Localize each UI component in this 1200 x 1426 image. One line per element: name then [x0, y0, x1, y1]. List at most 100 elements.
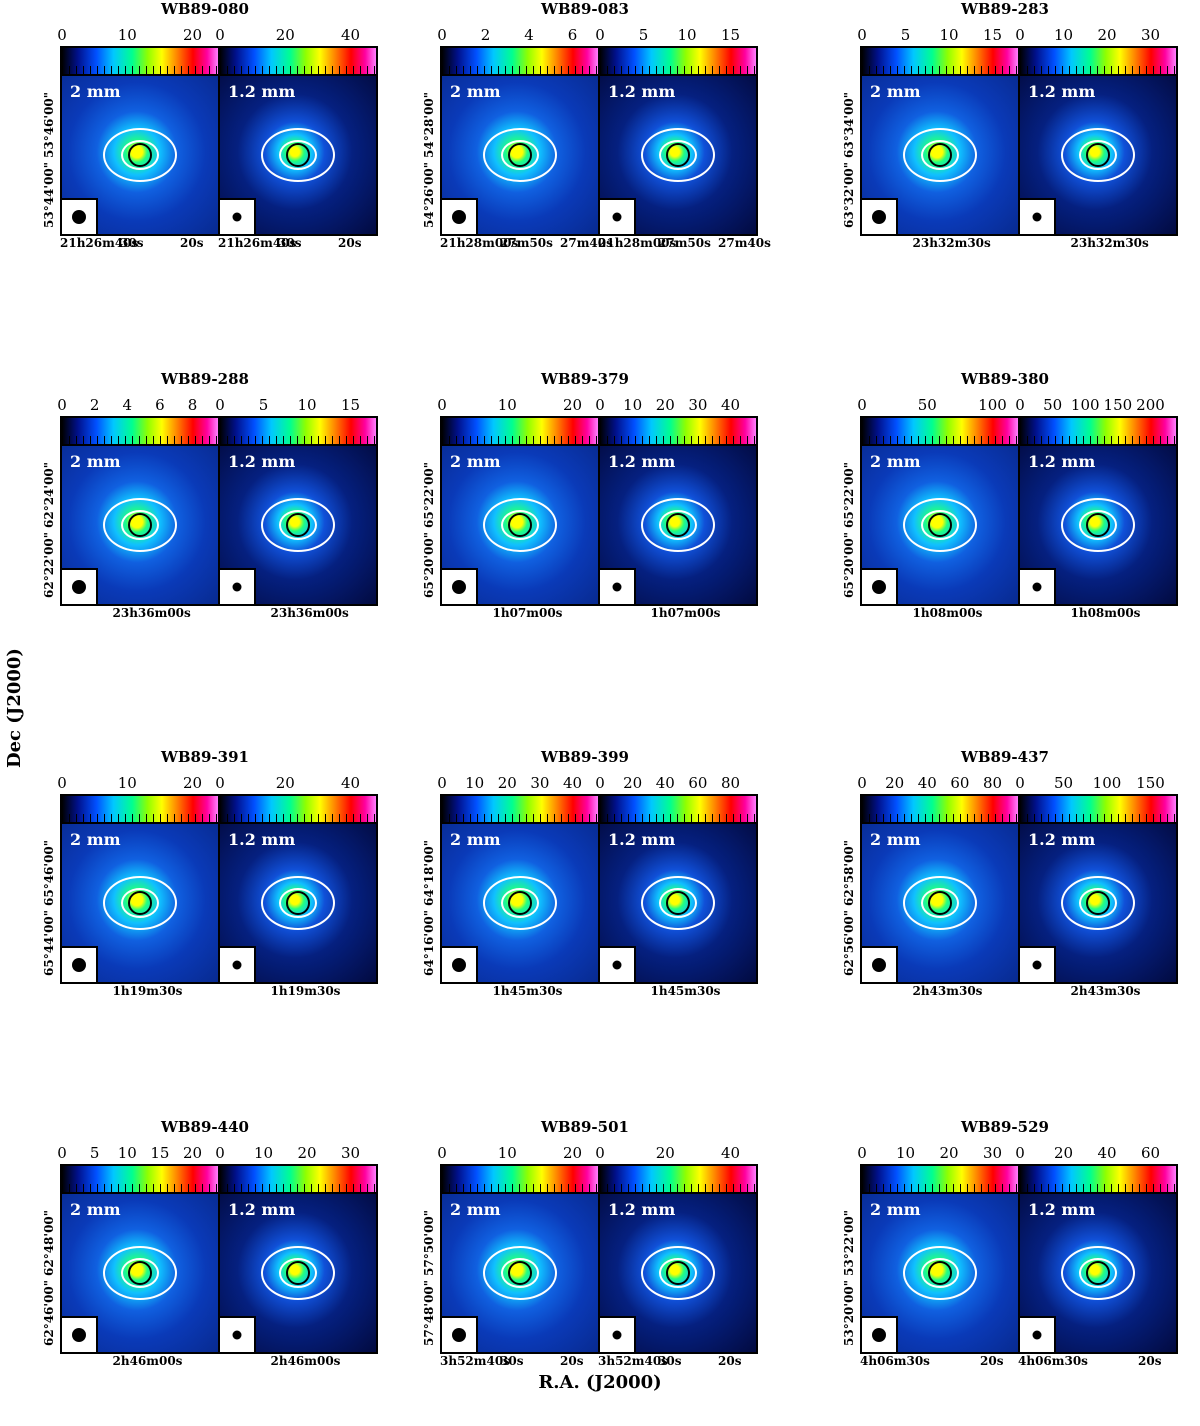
- ra-tick-label: 20s: [980, 1354, 1004, 1368]
- source-circle: [286, 513, 310, 537]
- wavelength-label: 1.2 mm: [1028, 452, 1096, 471]
- beam-ellipse: [612, 1330, 622, 1340]
- beam-ellipse: [872, 1328, 886, 1342]
- colorbar: [598, 46, 758, 76]
- map-panel: 2 mm: [60, 1192, 220, 1354]
- ra-tick-label: 20s: [1138, 1354, 1162, 1368]
- colorbar-tick-label: 50: [1043, 396, 1063, 414]
- ra-tick-label: 1h19m30s: [270, 984, 341, 998]
- source-circle: [928, 513, 952, 537]
- beam-box: [1020, 198, 1056, 234]
- dec-tick-label: 63°32'00": [842, 161, 856, 228]
- contour-inner: [501, 140, 539, 170]
- source-circle: [508, 1261, 532, 1285]
- dec-tick-label: 62°46'00": [42, 1279, 56, 1346]
- map-panel: 2 mm: [860, 74, 1020, 236]
- colorbar-tick-label: 100: [978, 396, 1007, 414]
- beam-ellipse: [72, 1328, 86, 1342]
- map-panel: 2 mm: [440, 74, 600, 236]
- colorbar-ticks: [62, 436, 218, 444]
- ra-tick-label: 21h26m40s: [60, 236, 139, 250]
- colorbar-tick-label: 50: [917, 396, 937, 414]
- colorbar-tick-label: 20: [655, 396, 675, 414]
- wavelength-label: 1.2 mm: [608, 82, 676, 101]
- colorbar: [598, 416, 758, 446]
- colorbar: [440, 1164, 600, 1194]
- colorbar-ticks: [62, 66, 218, 74]
- contour-inner: [659, 888, 697, 918]
- colorbar-tick-label: 10: [677, 26, 697, 44]
- ra-tick-label: 23h32m30s: [1070, 236, 1149, 250]
- colorbar-tick-label: 5: [89, 1144, 100, 1162]
- wavelength-label: 1.2 mm: [228, 452, 296, 471]
- source-group: WB89-440 0 5 10 15 20 2 mm 2h46m00s 0 10 20 30 1.2 m…: [40, 1118, 378, 1426]
- ra-tick-label: 30s: [120, 236, 144, 250]
- beam-ellipse: [232, 212, 242, 222]
- colorbar-ticks: [62, 1184, 218, 1192]
- colorbar-tick-label: 60: [688, 774, 708, 792]
- beam-ellipse: [72, 210, 86, 224]
- beam-box: [442, 946, 478, 982]
- colorbar-tick-label: 20: [1053, 1144, 1074, 1162]
- dec-tick-label: 65°20'00": [422, 531, 436, 598]
- map-panel: 2 mm: [60, 74, 220, 236]
- source-group: WB89-501 0 10 20 2 mm 3h52m40s 30s 20s 0 20 40 1.2 …: [420, 1118, 758, 1426]
- contour-outer: [483, 1246, 557, 1300]
- source-circle: [286, 143, 310, 167]
- beam-box: [862, 1316, 898, 1352]
- wavelength-label: 2 mm: [870, 82, 921, 101]
- colorbar-tick-label: 200: [1136, 396, 1165, 414]
- dec-tick-label: 63°34'00": [842, 91, 856, 158]
- wavelength-label: 2 mm: [450, 452, 501, 471]
- wavelength-label: 2 mm: [70, 1200, 121, 1219]
- colorbar-ticks: [62, 814, 218, 822]
- source-circle: [128, 1261, 152, 1285]
- ra-tick-label: 30s: [658, 1354, 682, 1368]
- source-group: WB89-380 0 50 100 2 mm 1h08m00s 0 50 100 150 200 1.…: [840, 370, 1178, 678]
- beam-box: [1020, 1316, 1056, 1352]
- source-title: WB89-501: [541, 1118, 629, 1136]
- wavelength-label: 2 mm: [70, 830, 121, 849]
- contour-inner: [659, 1258, 697, 1288]
- source-group: WB89-080 0 10 20 2 mm 21h26m40s 30s 20s 0 20 40 1.2…: [40, 0, 378, 308]
- dec-tick-label: 57°48'00": [422, 1279, 436, 1346]
- dec-tick-label: 62°22'00": [42, 531, 56, 598]
- beam-box: [442, 1316, 478, 1352]
- contour-outer: [1061, 128, 1135, 182]
- contour-inner: [921, 1258, 959, 1288]
- colorbar: [60, 794, 220, 824]
- colorbar: [1018, 794, 1178, 824]
- contour-inner: [501, 888, 539, 918]
- source-title: WB89-379: [541, 370, 629, 388]
- colorbar: [1018, 46, 1178, 76]
- colorbar-tick-label: 0: [595, 26, 605, 44]
- colorbar: [440, 794, 600, 824]
- colorbar-ticks: [862, 814, 1018, 822]
- wavelength-label: 2 mm: [70, 82, 121, 101]
- ra-tick-label: 23h36m00s: [270, 606, 349, 620]
- ra-tick-label: 30s: [278, 236, 302, 250]
- dec-tick-label: 57°50'00": [422, 1209, 436, 1276]
- wavelength-label: 1.2 mm: [1028, 830, 1096, 849]
- colorbar-tick-label: 40: [1097, 1144, 1117, 1162]
- ra-tick-label: 1h08m00s: [912, 606, 983, 620]
- beam-box: [600, 946, 636, 982]
- wavelength-label: 2 mm: [70, 452, 121, 471]
- map-panel: 1.2 mm: [1018, 822, 1178, 984]
- colorbar-tick-label: 40: [720, 396, 741, 414]
- contour-outer: [641, 876, 715, 930]
- colorbar-tick-label: 20: [939, 1144, 959, 1162]
- colorbar: [218, 46, 378, 76]
- beam-ellipse: [232, 582, 242, 592]
- colorbar-ticks: [1020, 1184, 1176, 1192]
- wavelength-label: 2 mm: [870, 1200, 921, 1219]
- colorbar-tick-label: 20: [182, 774, 203, 792]
- dec-tick-label: 65°44'00": [42, 909, 56, 976]
- beam-ellipse: [872, 210, 886, 224]
- colorbar-ticks: [1020, 66, 1176, 74]
- map-panel: 1.2 mm: [598, 822, 758, 984]
- dec-tick-label: 53°20'00": [842, 1279, 856, 1346]
- source-circle: [1086, 143, 1110, 167]
- colorbar-tick-label: 20: [297, 1144, 317, 1162]
- beam-ellipse: [72, 580, 86, 594]
